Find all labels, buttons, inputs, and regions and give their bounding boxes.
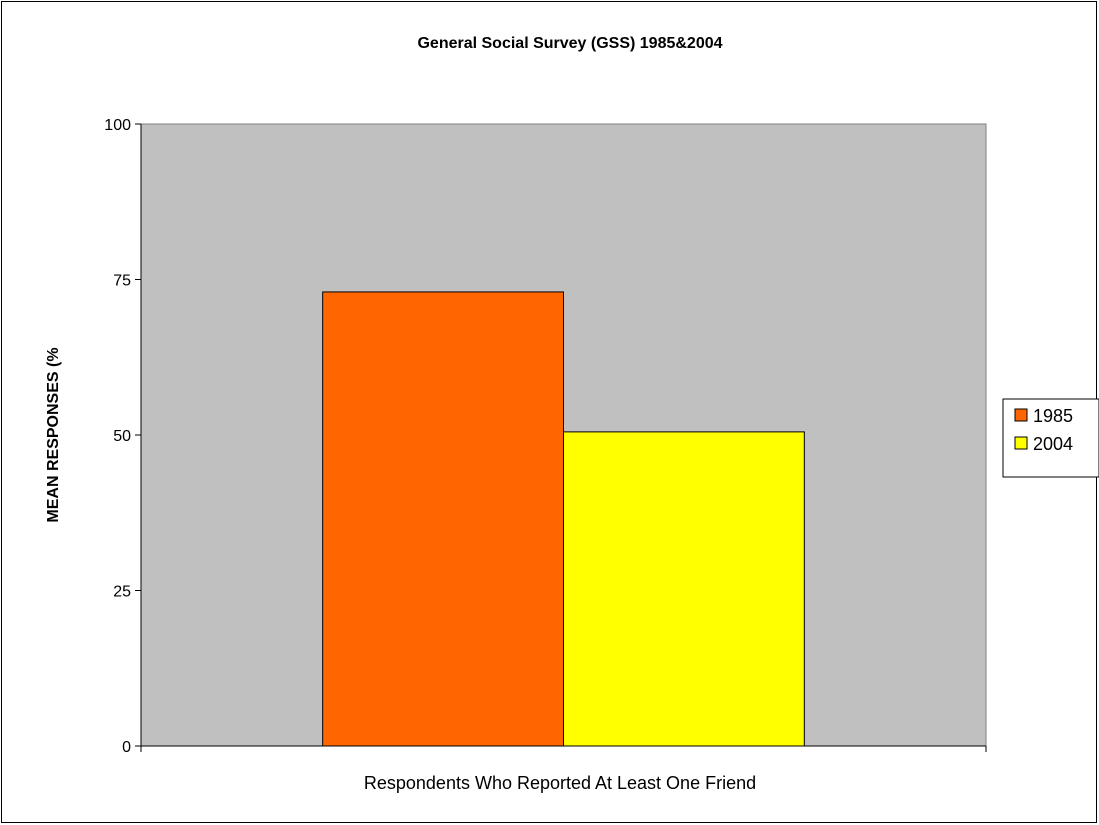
legend-label-1985: 1985 <box>1033 406 1073 426</box>
bar-2004 <box>563 431 805 747</box>
y-tick-label: 75 <box>113 273 131 290</box>
x-category-label: Respondents Who Reported At Least One Fr… <box>364 773 756 793</box>
y-tick-label: 100 <box>104 117 131 134</box>
chart-title: General Social Survey (GSS) 1985&2004 <box>417 35 722 52</box>
x-axis <box>140 745 987 752</box>
y-tick-label: 0 <box>122 739 131 756</box>
bar-1985 <box>322 291 564 747</box>
legend-swatch-2004 <box>1014 436 1028 450</box>
y-tick-label: 25 <box>113 584 131 601</box>
y-tick-label: 50 <box>113 428 131 445</box>
y-axis-label: MEAN RESPONSES (% <box>45 347 62 522</box>
y-axis: 0 25 50 75 100 <box>104 117 142 756</box>
legend: 1985 2004 <box>1002 398 1099 478</box>
legend-swatch-1985 <box>1014 408 1028 422</box>
bars <box>322 291 805 747</box>
legend-label-2004: 2004 <box>1033 434 1073 454</box>
